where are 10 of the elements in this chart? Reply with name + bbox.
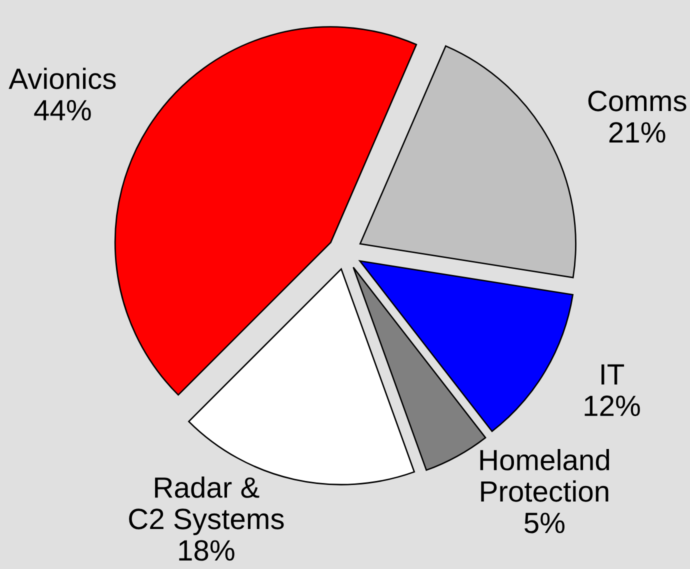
data-label: 44% bbox=[34, 100, 91, 120]
data-label: 18% bbox=[179, 540, 234, 561]
data-label: 5% bbox=[524, 512, 564, 534]
slice-label: IT bbox=[601, 364, 624, 384]
slice-label: Radar & C2 Systems bbox=[129, 476, 284, 536]
slice-label: Homeland Protection bbox=[480, 449, 610, 502]
slice-label: Avionics bbox=[8, 68, 116, 90]
data-label: 12% bbox=[584, 396, 640, 416]
slice-label: Comms bbox=[588, 90, 686, 112]
data-label: 21% bbox=[609, 122, 666, 143]
